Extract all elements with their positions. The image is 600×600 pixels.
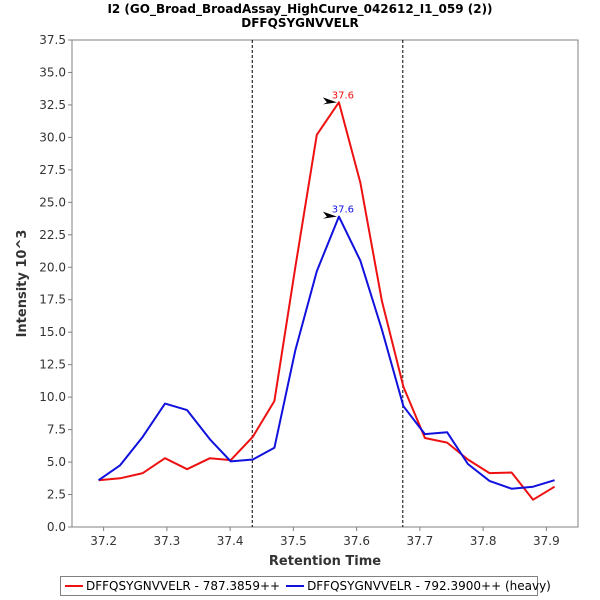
legend-item-heavy: DFFQSYGNVVELR - 792.3900++ (heavy) [286, 579, 551, 593]
x-tick-label: 37.4 [217, 534, 244, 548]
legend-swatch-light [65, 585, 83, 587]
y-tick-label: 37.5 [39, 33, 66, 47]
y-tick-label: 2.5 [47, 488, 66, 502]
chromatogram-chart: 0.0 2.5 5.0 7.5 10.0 12.5 15.0 17.5 20.0 22.5 25.0… [15, 33, 579, 569]
chart-subtitle: DFFQSYGNVVELR [241, 16, 359, 30]
y-tick-label: 10.0 [39, 390, 66, 404]
y-tick-label: 32.5 [39, 98, 66, 112]
y-tick-label: 35.0 [39, 65, 66, 79]
y-tick-label: 27.5 [39, 163, 66, 177]
series-line-light [98, 101, 556, 501]
legend-swatch-heavy [286, 585, 305, 587]
y-tick-label: 7.5 [47, 423, 66, 437]
x-tick-label: 37.5 [280, 534, 307, 548]
peak-arrow [322, 97, 337, 105]
y-tick-label: 22.5 [39, 228, 66, 242]
y-tick-label: 5.0 [47, 455, 66, 469]
y-tick-label: 17.5 [39, 293, 66, 307]
peak-label: 37.6 [332, 205, 354, 216]
y-tick-label: 12.5 [39, 358, 66, 372]
series-line-heavy [98, 215, 555, 490]
legend-item-light: DFFQSYGNVVELR - 787.3859++ [65, 579, 280, 593]
x-axis-label: Retention Time [269, 554, 381, 569]
legend-label-heavy: DFFQSYGNVVELR - 792.3900++ (heavy) [307, 579, 551, 593]
legend-label-light: DFFQSYGNVVELR - 787.3859++ [86, 579, 281, 593]
x-tick-label: 37.2 [90, 534, 117, 548]
x-tick-label: 37.3 [154, 534, 181, 548]
plot-area [71, 39, 579, 528]
y-axis-label: Intensity 10^3 [15, 230, 30, 338]
y-tick-label: 25.0 [39, 195, 66, 209]
chart-title: I2 (GO_Broad_BroadAssay_HighCurve_042612… [107, 2, 493, 16]
peak-arrow [322, 211, 337, 219]
y-tick-label: 15.0 [39, 325, 66, 339]
y-tick-label: 0.0 [47, 520, 66, 534]
legend: DFFQSYGNVVELR - 787.3859++ DFFQSYGNVVELR… [60, 576, 551, 596]
y-tick-label: 30.0 [39, 130, 66, 144]
x-tick-label: 37.8 [470, 534, 497, 548]
x-tick-label: 37.6 [343, 534, 370, 548]
peak-label: 37.6 [332, 90, 354, 101]
x-tick-label: 37.9 [533, 534, 560, 548]
x-tick-label: 37.7 [407, 534, 434, 548]
y-tick-label: 20.0 [39, 260, 66, 274]
